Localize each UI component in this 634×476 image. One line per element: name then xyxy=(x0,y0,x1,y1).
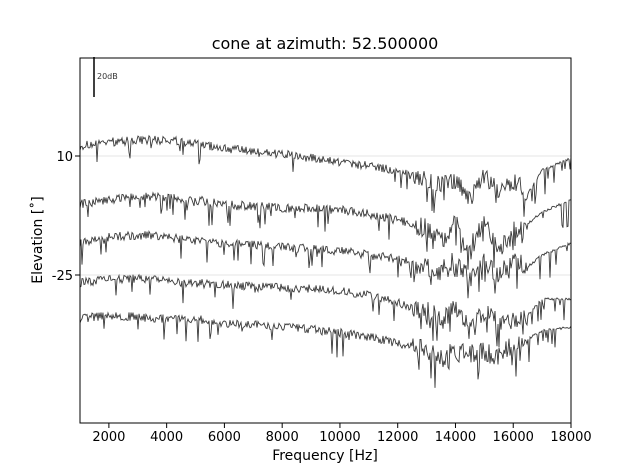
x-tick-label: 14000 xyxy=(435,430,476,445)
series-line-2 xyxy=(79,191,572,270)
chart-title: cone at azimuth: 52.500000 xyxy=(212,34,439,53)
x-axis-ticks: 2000 4000 6000 8000 10000 12000 14000 16000 1800… xyxy=(92,423,592,445)
x-tick-label: 10000 xyxy=(319,430,360,445)
gridlines xyxy=(80,155,571,276)
x-axis-label: Frequency [Hz] xyxy=(272,448,378,464)
series-line-4 xyxy=(79,273,572,348)
series-line-1 xyxy=(79,134,572,217)
x-tick-label: 8000 xyxy=(266,430,299,445)
series-line-3 xyxy=(79,229,572,299)
x-tick-label: 2000 xyxy=(92,430,125,445)
plot-area xyxy=(79,57,572,424)
y-tick-label: -25 xyxy=(52,269,73,284)
x-tick-label: 18000 xyxy=(550,430,591,445)
y-axis-ticks: 10 -25 xyxy=(52,150,80,284)
x-tick-label: 6000 xyxy=(208,430,241,445)
series-line-5 xyxy=(79,311,572,388)
y-tick-label: 10 xyxy=(56,150,73,165)
x-tick-label: 4000 xyxy=(150,430,183,445)
scale-bar-label: 20dB xyxy=(97,72,118,81)
x-tick-label: 12000 xyxy=(377,430,418,445)
scale-bar: 20dB xyxy=(93,57,118,97)
x-tick-label: 16000 xyxy=(493,430,534,445)
series-lines xyxy=(79,134,572,388)
y-axis-label: Elevation [˚] xyxy=(29,196,46,283)
